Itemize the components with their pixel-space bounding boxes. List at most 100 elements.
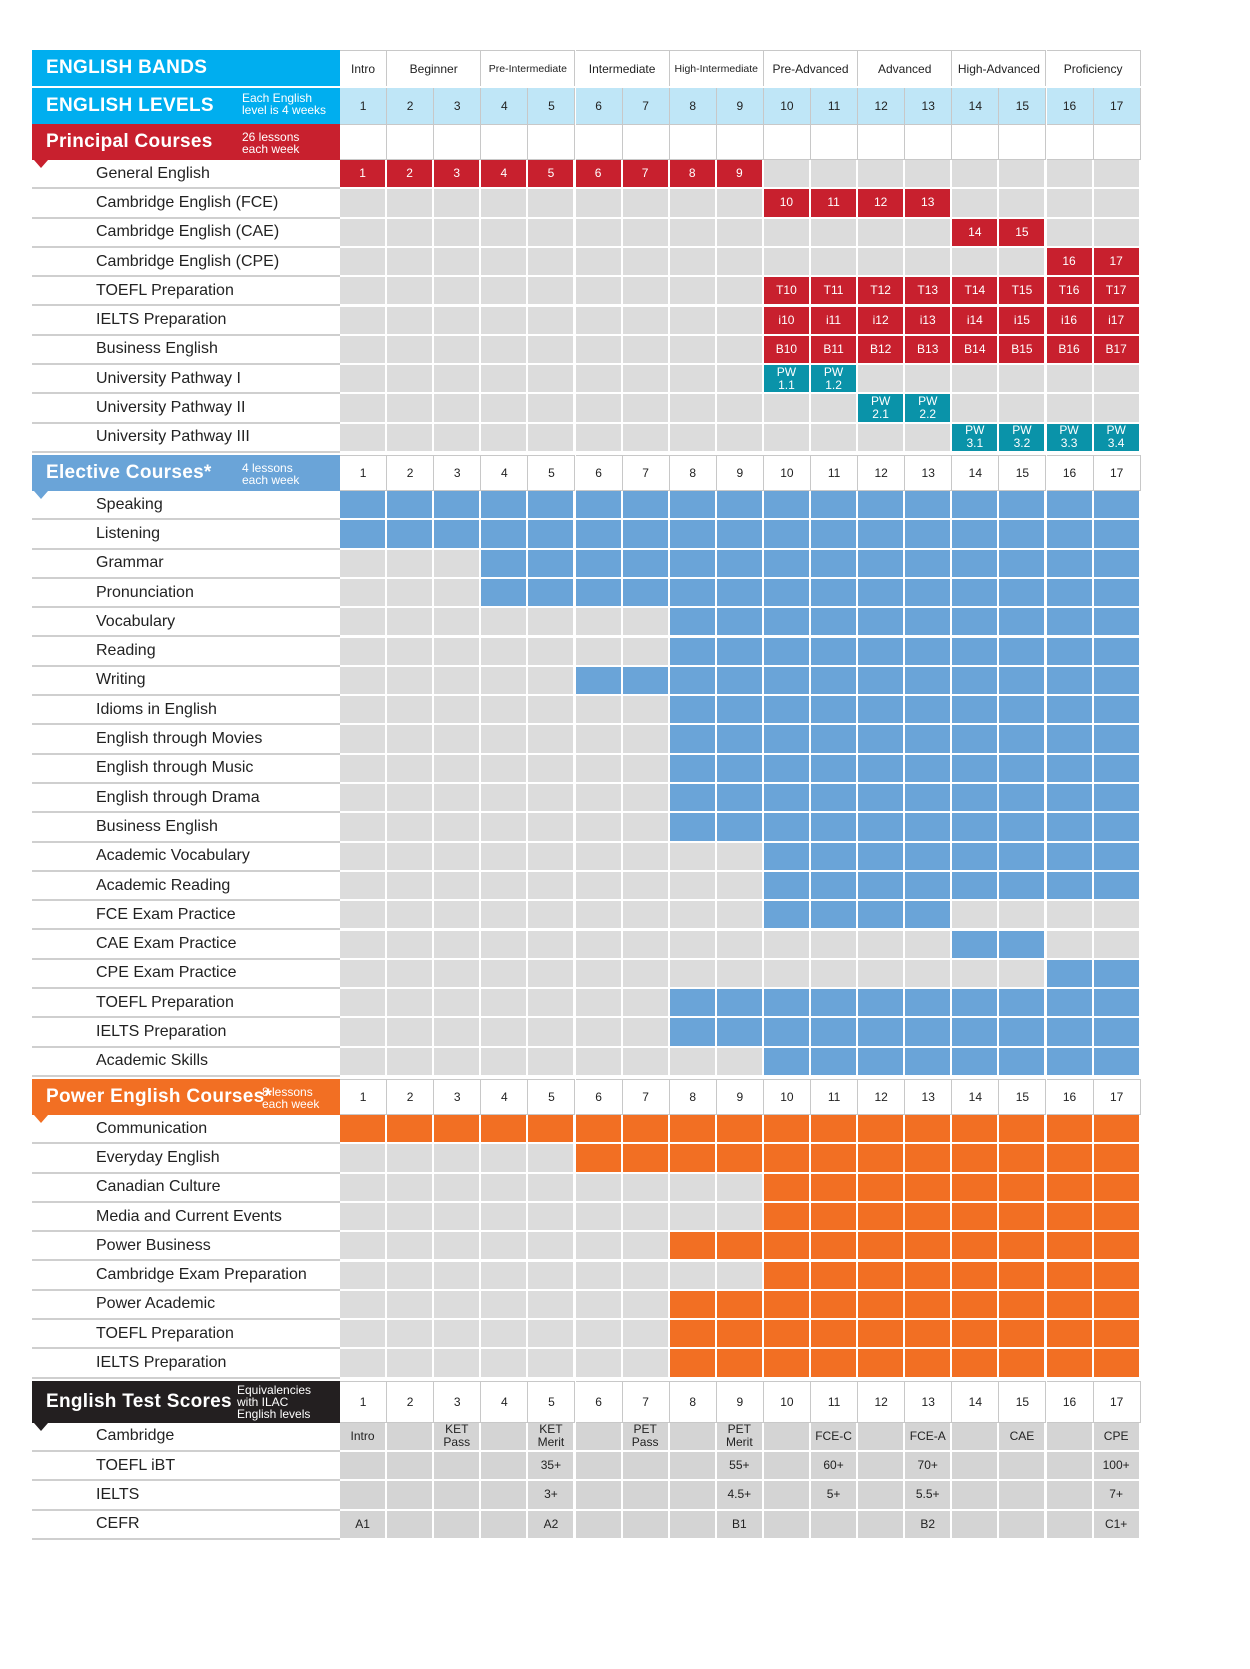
level-cell	[999, 813, 1047, 843]
level-cell	[716, 1018, 764, 1048]
level-cell	[528, 1144, 576, 1174]
section-level-number	[622, 124, 670, 160]
section-level-number	[716, 124, 764, 160]
level-cell	[528, 989, 576, 1019]
row-label: CPE Exam Practice	[32, 960, 340, 990]
level-cell	[858, 901, 906, 931]
level-cell	[858, 1290, 906, 1321]
row-label: Speaking	[32, 491, 340, 521]
section-level-number: 10	[763, 1079, 811, 1115]
level-cell	[811, 160, 859, 190]
level-cell: 15	[999, 218, 1047, 248]
level-cell: 11	[811, 189, 859, 219]
level-cell	[763, 423, 811, 453]
level-cell	[905, 754, 953, 784]
section-level-number: 2	[387, 1079, 435, 1115]
level-cell	[669, 696, 717, 726]
level-cell	[811, 842, 859, 872]
level-cell	[340, 1047, 388, 1077]
level-cell	[622, 1173, 670, 1203]
level-cell	[858, 1481, 906, 1511]
level-cell	[481, 549, 529, 579]
level-cell	[999, 989, 1047, 1019]
section-notch-icon	[34, 1115, 48, 1123]
level-cell	[622, 637, 670, 667]
level-cell	[340, 696, 388, 726]
level-cell	[905, 901, 953, 931]
level-cell	[434, 1452, 482, 1482]
level-cell	[858, 1452, 906, 1482]
level-cell	[528, 277, 576, 307]
level-cell	[716, 578, 764, 609]
section-level-number: 13	[905, 1079, 953, 1115]
level-cell	[999, 754, 1047, 784]
level-cell	[387, 754, 435, 784]
section-level-number: 6	[575, 455, 623, 491]
level-cell	[1046, 901, 1094, 931]
level-cell	[528, 959, 576, 990]
band-label: High-Intermediate	[669, 50, 764, 86]
level-cell	[528, 1018, 576, 1048]
level-cell: 4.5+	[716, 1481, 764, 1511]
band-label: Beginner	[387, 50, 482, 86]
level-number: 16	[1046, 88, 1094, 124]
level-cell	[716, 306, 764, 336]
level-cell	[1093, 365, 1141, 395]
section-header-power: Power English Courses* 8 lessons each wee…	[32, 1079, 340, 1115]
level-cell	[763, 842, 811, 872]
level-cell	[716, 1173, 764, 1203]
level-cell	[763, 930, 811, 960]
band-label: Pre-Advanced	[763, 50, 859, 86]
level-cell	[575, 666, 623, 697]
level-cell	[669, 608, 717, 638]
level-cell	[1093, 608, 1141, 638]
level-cell	[858, 1018, 906, 1048]
level-cell	[528, 218, 576, 248]
level-cell	[481, 1232, 529, 1262]
level-cell	[669, 1047, 717, 1077]
level-cell	[528, 1202, 576, 1233]
level-cell	[434, 549, 482, 579]
level-cell: 16	[1046, 247, 1094, 278]
level-cell	[763, 549, 811, 579]
level-cell: 3	[434, 160, 482, 190]
level-cell	[811, 608, 859, 638]
level-cell	[434, 1018, 482, 1048]
level-cell	[669, 1290, 717, 1321]
level-cell	[434, 277, 482, 307]
level-cell	[481, 666, 529, 697]
level-cell	[575, 784, 623, 814]
section-header-elective: Elective Courses* 4 lessons each week	[32, 455, 340, 491]
level-cell	[763, 1047, 811, 1077]
level-cell	[811, 578, 859, 609]
level-cell	[575, 1422, 623, 1452]
level-cell	[1093, 696, 1141, 726]
level-cell	[1093, 1173, 1141, 1203]
level-cell	[575, 989, 623, 1019]
level-cell: i14	[952, 306, 1000, 336]
level-cell	[434, 1232, 482, 1262]
level-cell	[1046, 754, 1094, 784]
section-level-number: 2	[387, 1380, 435, 1423]
level-cell	[340, 784, 388, 814]
level-cell	[340, 1349, 388, 1379]
row-label: Academic Reading	[32, 872, 340, 902]
section-level-number: 9	[716, 1380, 764, 1423]
level-cell	[763, 754, 811, 784]
level-cell	[952, 1422, 1000, 1452]
level-cell	[716, 930, 764, 960]
level-cell	[340, 306, 388, 336]
level-cell	[1046, 725, 1094, 755]
section-level-number: 16	[1046, 1079, 1094, 1115]
level-cell: B15	[999, 335, 1047, 366]
level-cell	[481, 394, 529, 424]
section-note: 4 lessons each week	[242, 461, 300, 487]
level-cell	[669, 520, 717, 550]
level-cell	[811, 1047, 859, 1077]
section-level-number: 6	[575, 1380, 623, 1423]
level-cell	[340, 335, 388, 366]
level-cell	[669, 491, 717, 521]
level-cell	[434, 1261, 482, 1291]
level-cell	[763, 247, 811, 278]
level-cell	[999, 666, 1047, 697]
